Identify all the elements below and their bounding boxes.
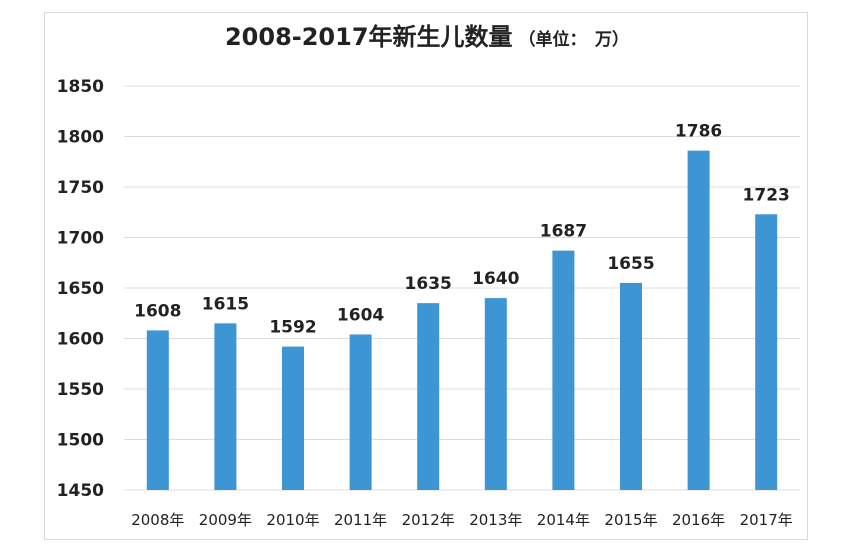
bar-2016年	[687, 150, 710, 490]
x-axis: 2008年 2009年 2010年 2011年 2012年 2013年 2014年 2015年…	[131, 511, 793, 529]
y-tick-label: 1500	[57, 431, 104, 451]
data-label: 1687	[540, 222, 587, 242]
data-label: 1604	[337, 305, 384, 325]
y-tick-label: 1450	[57, 481, 104, 501]
bar-2014年	[552, 250, 575, 490]
x-tick-label: 2016年	[672, 511, 725, 529]
x-tick-label: 2017年	[740, 511, 793, 529]
data-label: 1592	[269, 318, 316, 338]
bar-2015年	[620, 282, 642, 490]
bar-2012年	[417, 303, 440, 490]
bar-2009年	[214, 323, 237, 490]
x-tick-label: 2013年	[469, 511, 522, 529]
data-label: 1723	[743, 185, 790, 205]
y-tick-label: 1600	[57, 330, 104, 350]
chart-title: 2008-2017年新生儿数量 （单位： 万）	[0, 20, 854, 57]
data-label: 1608	[134, 301, 181, 321]
y-tick-label: 1800	[57, 128, 104, 148]
bar-series	[146, 150, 778, 490]
data-label: 1640	[472, 269, 519, 289]
y-tick-label: 1850	[57, 77, 104, 97]
x-tick-label: 2012年	[402, 511, 455, 529]
bar-2011年	[349, 334, 372, 490]
x-tick-label: 2009年	[199, 511, 252, 529]
x-tick-label: 2010年	[266, 511, 319, 529]
x-tick-label: 2011年	[334, 511, 387, 529]
bar-2010年	[282, 346, 304, 490]
y-tick-label: 1750	[57, 178, 104, 198]
y-tick-label: 1650	[57, 279, 104, 299]
bar-2008年	[146, 330, 169, 490]
x-tick-label: 2015年	[604, 511, 657, 529]
data-label: 1615	[202, 294, 249, 314]
y-tick-label: 1550	[57, 380, 104, 400]
bar-2013年	[484, 298, 507, 490]
chart-title-text: 2008-2017年新生儿数量	[224, 23, 513, 51]
bar-2017年	[755, 214, 778, 490]
chart-unit-note: （单位： 万）	[518, 30, 630, 50]
x-tick-label: 2008年	[131, 511, 184, 529]
data-labels: 1608 1615 1592 1604 1635 1640 1687 1655 1786 1723	[134, 122, 790, 338]
grid-layer	[124, 85, 800, 491]
x-tick-label: 2014年	[537, 511, 590, 529]
data-label: 1635	[405, 274, 452, 294]
y-axis: 1450 1500 1550 1600 1650 1700 1750 1800 1850	[57, 77, 104, 501]
data-label: 1786	[675, 122, 722, 142]
y-tick-label: 1700	[57, 229, 104, 249]
data-label: 1655	[607, 254, 654, 274]
